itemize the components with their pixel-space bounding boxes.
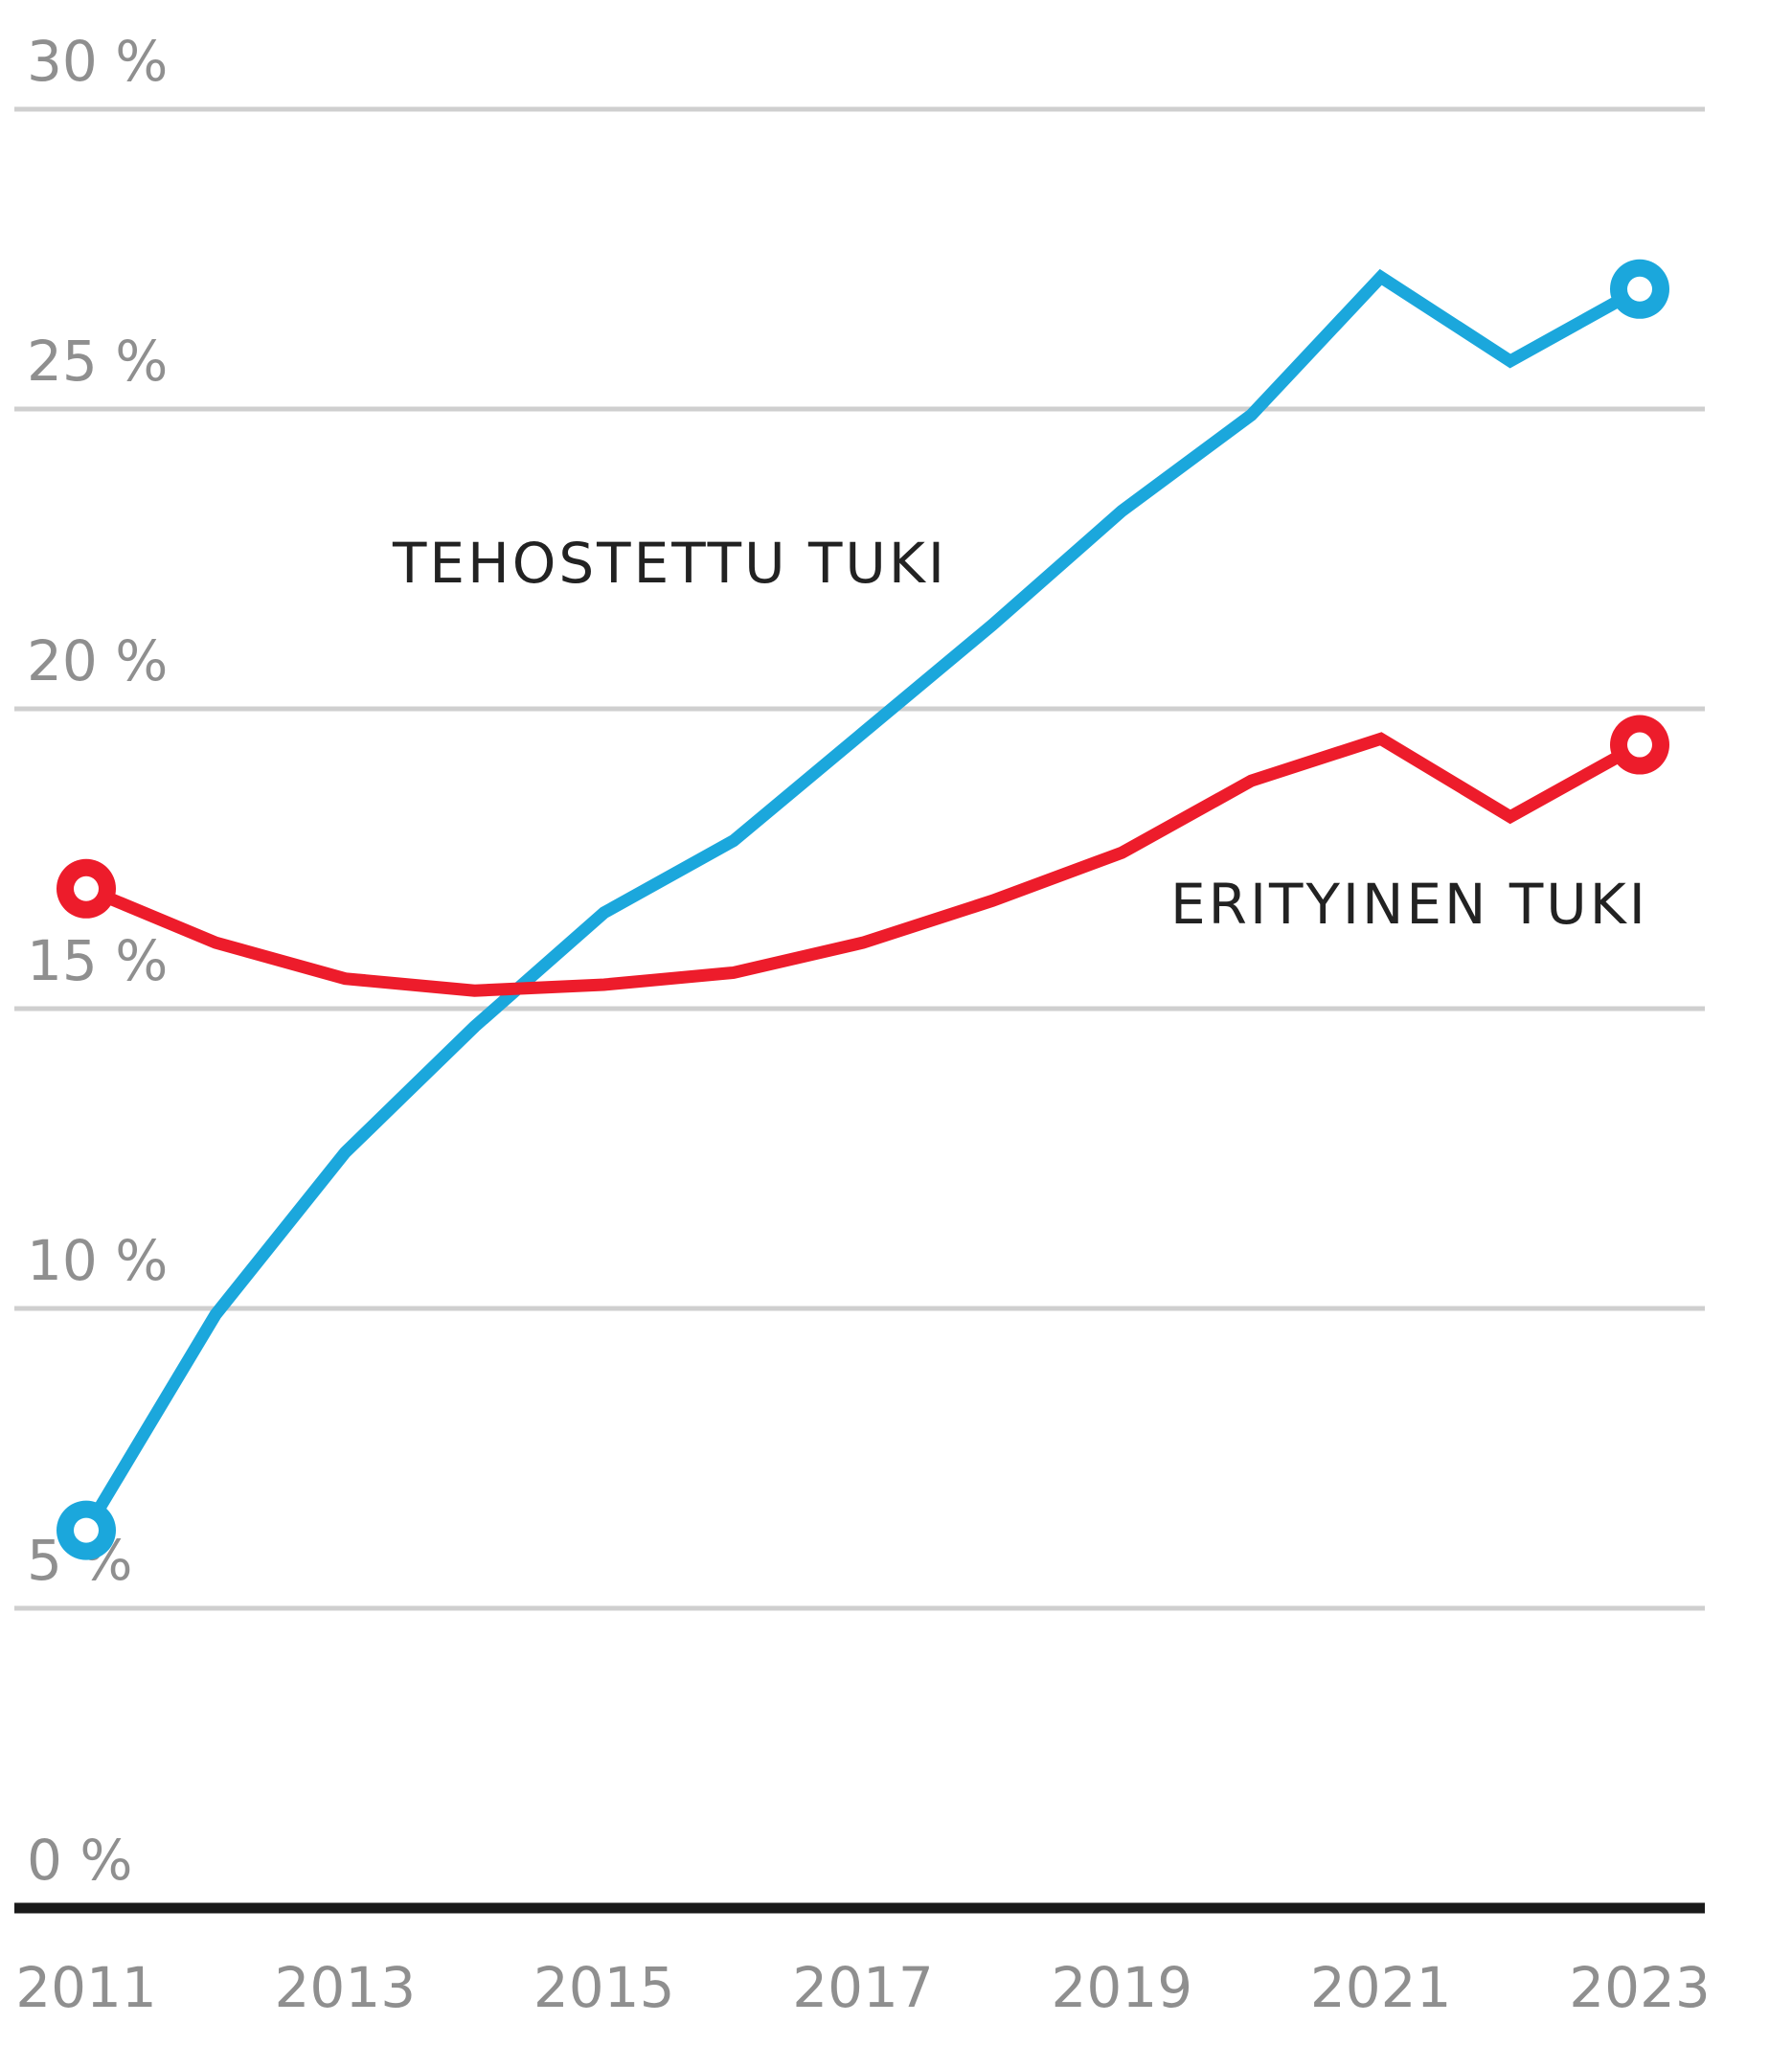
end-markers	[57, 259, 1669, 1560]
series-line-1	[83, 732, 1644, 997]
y-tick-label: 0 %	[27, 1828, 132, 1893]
end-marker-center	[1627, 276, 1652, 302]
series-label-tehostettu-tuki: TEHOSTETTU TUKI	[392, 531, 947, 596]
end-marker-center	[1627, 732, 1652, 758]
series-lines	[80, 268, 1644, 1534]
y-tick-label: 25 %	[27, 329, 168, 394]
y-tick-label: 10 %	[27, 1228, 168, 1293]
y-tick-labels: 0 %5 %10 %15 %20 %25 %30 %	[27, 29, 168, 1893]
series-label-erityinen-tuki: ERITYINEN TUKI	[1170, 872, 1648, 937]
x-tick-labels: 2011 2013 2015 2017 2019 2021 2023	[15, 1955, 1711, 2020]
x-tick-label: 2017	[792, 1955, 934, 2020]
series-line-0	[80, 268, 1644, 1534]
x-tick-label: 2019	[1052, 1955, 1193, 2020]
x-tick-label: 2023	[1569, 1955, 1711, 2020]
y-tick-label: 20 %	[27, 628, 168, 693]
x-tick-label: 2021	[1310, 1955, 1452, 2020]
gridlines	[14, 106, 1705, 1611]
y-tick-label: 30 %	[27, 29, 168, 94]
x-tick-label: 2011	[15, 1955, 157, 2020]
x-tick-label: 2013	[275, 1955, 417, 2020]
x-tick-label: 2015	[533, 1955, 675, 2020]
end-marker-center	[74, 1517, 99, 1543]
end-marker-center	[74, 875, 99, 901]
y-tick-label: 15 %	[27, 928, 168, 993]
